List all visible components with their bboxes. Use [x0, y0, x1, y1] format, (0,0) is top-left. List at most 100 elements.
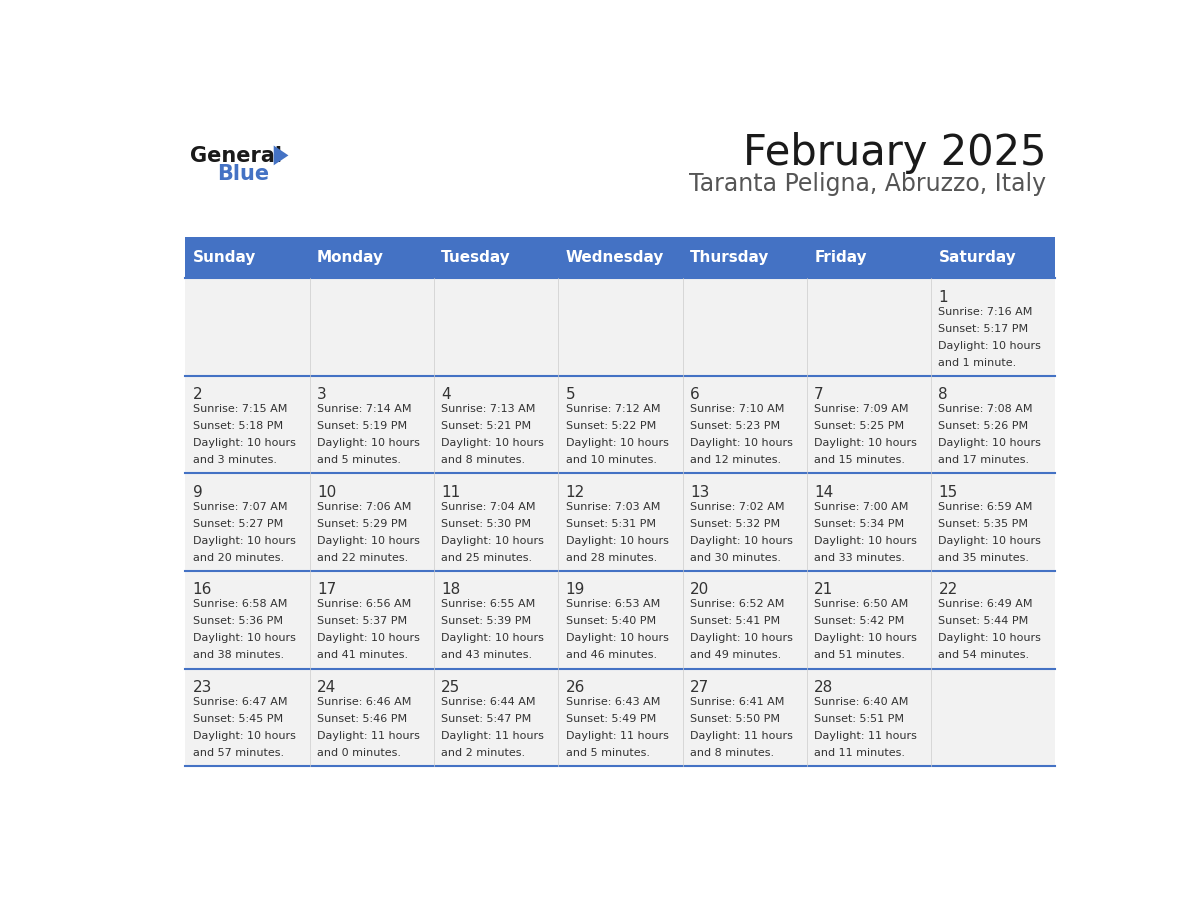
- Text: Daylight: 10 hours: Daylight: 10 hours: [317, 438, 419, 448]
- Text: Sunset: 5:35 PM: Sunset: 5:35 PM: [939, 519, 1029, 529]
- Text: and 15 minutes.: and 15 minutes.: [814, 455, 905, 465]
- Text: 21: 21: [814, 582, 834, 598]
- Text: Daylight: 10 hours: Daylight: 10 hours: [565, 536, 669, 545]
- Text: Sunrise: 6:43 AM: Sunrise: 6:43 AM: [565, 697, 661, 707]
- Bar: [185, 571, 1055, 668]
- Text: Sunset: 5:31 PM: Sunset: 5:31 PM: [565, 519, 656, 529]
- Text: 3: 3: [317, 387, 327, 402]
- Text: Daylight: 10 hours: Daylight: 10 hours: [939, 438, 1042, 448]
- Text: Sunset: 5:45 PM: Sunset: 5:45 PM: [192, 714, 283, 723]
- Text: 7: 7: [814, 387, 823, 402]
- Bar: [185, 238, 1055, 278]
- Text: Sunrise: 6:47 AM: Sunrise: 6:47 AM: [192, 697, 287, 707]
- Text: 14: 14: [814, 485, 834, 499]
- Text: Sunrise: 7:16 AM: Sunrise: 7:16 AM: [939, 307, 1032, 317]
- Bar: [185, 376, 1055, 474]
- Text: and 43 minutes.: and 43 minutes.: [441, 650, 532, 660]
- Text: and 8 minutes.: and 8 minutes.: [690, 748, 775, 757]
- Text: Daylight: 11 hours: Daylight: 11 hours: [317, 731, 419, 741]
- Text: Sunset: 5:42 PM: Sunset: 5:42 PM: [814, 616, 904, 626]
- Text: 17: 17: [317, 582, 336, 598]
- Text: Sunset: 5:47 PM: Sunset: 5:47 PM: [441, 714, 531, 723]
- Text: Sunrise: 7:12 AM: Sunrise: 7:12 AM: [565, 404, 661, 414]
- Text: Sunrise: 6:40 AM: Sunrise: 6:40 AM: [814, 697, 909, 707]
- Text: Sunset: 5:44 PM: Sunset: 5:44 PM: [939, 616, 1029, 626]
- Text: Sunset: 5:30 PM: Sunset: 5:30 PM: [441, 519, 531, 529]
- Text: Daylight: 10 hours: Daylight: 10 hours: [192, 633, 296, 644]
- Text: and 30 minutes.: and 30 minutes.: [690, 553, 781, 563]
- Text: Sunrise: 7:02 AM: Sunrise: 7:02 AM: [690, 502, 784, 511]
- Text: Sunrise: 7:03 AM: Sunrise: 7:03 AM: [565, 502, 661, 511]
- Text: 15: 15: [939, 485, 958, 499]
- Polygon shape: [273, 145, 289, 165]
- Text: Sunrise: 7:08 AM: Sunrise: 7:08 AM: [939, 404, 1032, 414]
- Text: and 33 minutes.: and 33 minutes.: [814, 553, 905, 563]
- Text: Daylight: 10 hours: Daylight: 10 hours: [814, 536, 917, 545]
- Text: and 41 minutes.: and 41 minutes.: [317, 650, 409, 660]
- Text: Sunset: 5:50 PM: Sunset: 5:50 PM: [690, 714, 779, 723]
- Text: Sunrise: 7:14 AM: Sunrise: 7:14 AM: [317, 404, 411, 414]
- Text: Sunset: 5:27 PM: Sunset: 5:27 PM: [192, 519, 283, 529]
- Text: Daylight: 10 hours: Daylight: 10 hours: [565, 438, 669, 448]
- Text: 4: 4: [441, 387, 451, 402]
- Text: and 12 minutes.: and 12 minutes.: [690, 455, 781, 465]
- Text: 1: 1: [939, 290, 948, 305]
- Text: Sunrise: 6:56 AM: Sunrise: 6:56 AM: [317, 599, 411, 610]
- Text: Sunset: 5:41 PM: Sunset: 5:41 PM: [690, 616, 781, 626]
- Bar: [185, 668, 1055, 767]
- Text: 28: 28: [814, 680, 834, 695]
- Text: Sunset: 5:39 PM: Sunset: 5:39 PM: [441, 616, 531, 626]
- Text: Sunrise: 7:15 AM: Sunrise: 7:15 AM: [192, 404, 287, 414]
- Text: Sunrise: 6:53 AM: Sunrise: 6:53 AM: [565, 599, 659, 610]
- Text: Sunrise: 6:58 AM: Sunrise: 6:58 AM: [192, 599, 287, 610]
- Text: and 25 minutes.: and 25 minutes.: [441, 553, 532, 563]
- Text: Daylight: 10 hours: Daylight: 10 hours: [192, 536, 296, 545]
- Text: and 3 minutes.: and 3 minutes.: [192, 455, 277, 465]
- Text: Blue: Blue: [217, 163, 270, 184]
- Text: Sunday: Sunday: [192, 251, 257, 265]
- Bar: [185, 474, 1055, 571]
- Bar: [185, 278, 1055, 376]
- Text: Daylight: 10 hours: Daylight: 10 hours: [690, 633, 792, 644]
- Text: 9: 9: [192, 485, 202, 499]
- Text: and 54 minutes.: and 54 minutes.: [939, 650, 1030, 660]
- Text: Sunrise: 6:46 AM: Sunrise: 6:46 AM: [317, 697, 411, 707]
- Text: and 17 minutes.: and 17 minutes.: [939, 455, 1030, 465]
- Text: and 38 minutes.: and 38 minutes.: [192, 650, 284, 660]
- Text: Daylight: 10 hours: Daylight: 10 hours: [939, 633, 1042, 644]
- Text: Sunrise: 7:10 AM: Sunrise: 7:10 AM: [690, 404, 784, 414]
- Text: Daylight: 10 hours: Daylight: 10 hours: [814, 633, 917, 644]
- Text: Sunrise: 7:09 AM: Sunrise: 7:09 AM: [814, 404, 909, 414]
- Text: Sunset: 5:22 PM: Sunset: 5:22 PM: [565, 421, 656, 431]
- Text: and 5 minutes.: and 5 minutes.: [565, 748, 650, 757]
- Text: Sunset: 5:18 PM: Sunset: 5:18 PM: [192, 421, 283, 431]
- Text: 25: 25: [441, 680, 461, 695]
- Text: 8: 8: [939, 387, 948, 402]
- Text: Friday: Friday: [814, 251, 867, 265]
- Text: and 8 minutes.: and 8 minutes.: [441, 455, 525, 465]
- Text: 19: 19: [565, 582, 584, 598]
- Text: Sunrise: 6:50 AM: Sunrise: 6:50 AM: [814, 599, 909, 610]
- Text: Daylight: 10 hours: Daylight: 10 hours: [441, 536, 544, 545]
- Text: Daylight: 11 hours: Daylight: 11 hours: [441, 731, 544, 741]
- Text: Sunset: 5:32 PM: Sunset: 5:32 PM: [690, 519, 781, 529]
- Text: 16: 16: [192, 582, 213, 598]
- Text: and 2 minutes.: and 2 minutes.: [441, 748, 525, 757]
- Text: Sunset: 5:23 PM: Sunset: 5:23 PM: [690, 421, 781, 431]
- Text: 20: 20: [690, 582, 709, 598]
- Text: Sunset: 5:26 PM: Sunset: 5:26 PM: [939, 421, 1029, 431]
- Text: 27: 27: [690, 680, 709, 695]
- Text: Sunset: 5:25 PM: Sunset: 5:25 PM: [814, 421, 904, 431]
- Text: Sunset: 5:51 PM: Sunset: 5:51 PM: [814, 714, 904, 723]
- Text: Sunset: 5:19 PM: Sunset: 5:19 PM: [317, 421, 407, 431]
- Text: and 22 minutes.: and 22 minutes.: [317, 553, 409, 563]
- Text: and 1 minute.: and 1 minute.: [939, 358, 1017, 367]
- Text: and 57 minutes.: and 57 minutes.: [192, 748, 284, 757]
- Text: Sunrise: 6:59 AM: Sunrise: 6:59 AM: [939, 502, 1032, 511]
- Text: Monday: Monday: [317, 251, 384, 265]
- Text: and 20 minutes.: and 20 minutes.: [192, 553, 284, 563]
- Text: Daylight: 10 hours: Daylight: 10 hours: [317, 633, 419, 644]
- Text: Daylight: 11 hours: Daylight: 11 hours: [565, 731, 669, 741]
- Text: Daylight: 10 hours: Daylight: 10 hours: [939, 536, 1042, 545]
- Text: Sunrise: 6:41 AM: Sunrise: 6:41 AM: [690, 697, 784, 707]
